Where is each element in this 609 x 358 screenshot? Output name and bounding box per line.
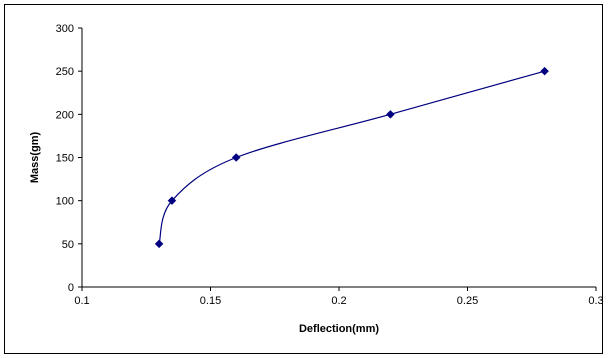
x-axis-title: Deflection(mm) [299,323,379,335]
data-point-marker [540,66,549,76]
y-tick-label: 150 [56,153,74,165]
data-point-marker [154,239,164,249]
y-tick-label: 300 [56,23,74,35]
y-axis-title: Mass(gm) [29,131,41,183]
x-tick-label: 0.15 [200,295,221,307]
y-tick-label: 50 [62,239,74,251]
data-markers [154,66,549,249]
x-tick-label: 0.1 [74,295,89,307]
data-point-marker [167,196,177,206]
chart-frame [4,4,603,354]
series-line [158,70,545,245]
y-tick-label: 0 [68,282,74,294]
x-axis-ticks: 0.1 0.15 0.2 0.25 0.3 [74,287,604,307]
x-tick-label: 0.3 [588,295,603,307]
data-point-marker [386,109,395,119]
y-tick-label: 200 [56,109,74,121]
y-tick-label: 100 [56,196,74,208]
x-tick-label: 0.25 [457,295,478,307]
y-axis-ticks: 0 50 100 150 200 250 300 [56,23,82,294]
y-tick-label: 250 [56,66,74,78]
x-tick-label: 0.2 [331,295,346,307]
data-point-marker [231,153,241,162]
